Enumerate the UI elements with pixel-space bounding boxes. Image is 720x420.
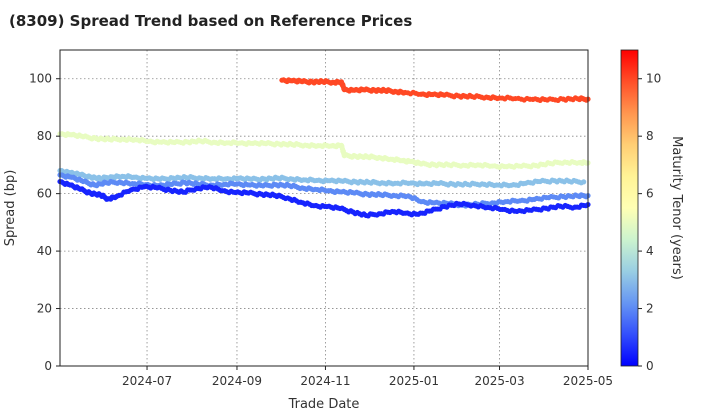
x-tick-label: 2025-03 xyxy=(474,374,524,388)
x-axis-ticks: 2024-07 2024-09 2024-11 2025-01 2025-03 2025-… xyxy=(122,366,613,388)
colorbar-tick-label: 6 xyxy=(646,187,654,201)
y-tick-label: 60 xyxy=(37,187,52,201)
y-axis-ticks: 0 20 40 60 80 100 xyxy=(29,72,60,373)
y-tick-label: 0 xyxy=(44,359,52,373)
colorbar-tick-label: 10 xyxy=(646,72,661,86)
x-tick-label: 2024-09 xyxy=(212,374,262,388)
x-axis-label: Trade Date xyxy=(288,397,360,412)
y-tick-label: 80 xyxy=(37,129,52,143)
y-tick-label: 40 xyxy=(37,244,52,258)
x-tick-label: 2025-05 xyxy=(563,374,613,388)
colorbar-tick-label: 0 xyxy=(646,359,654,373)
y-axis-label: Spread (bp) xyxy=(3,170,18,247)
x-tick-label: 2024-07 xyxy=(122,374,172,388)
data-points xyxy=(57,77,591,219)
y-tick-label: 20 xyxy=(37,302,52,316)
colorbar-tick-label: 8 xyxy=(646,129,654,143)
colorbar-tick-label: 4 xyxy=(646,244,654,258)
plot-area-frame xyxy=(59,49,589,367)
grid-lines xyxy=(60,50,589,367)
data-point xyxy=(581,179,587,185)
x-tick-label: 2024-11 xyxy=(300,374,350,388)
colorbar xyxy=(620,49,639,367)
x-tick-label: 2025-01 xyxy=(389,374,439,388)
colorbar-tick-label: 2 xyxy=(646,302,654,316)
chart-title: (8309) Spread Trend based on Reference P… xyxy=(9,12,412,30)
colorbar-label: Maturity Tenor (years) xyxy=(669,136,684,280)
y-tick-label: 100 xyxy=(29,72,52,86)
colorbar-ticks: 0 2 4 6 8 10 xyxy=(638,72,661,373)
